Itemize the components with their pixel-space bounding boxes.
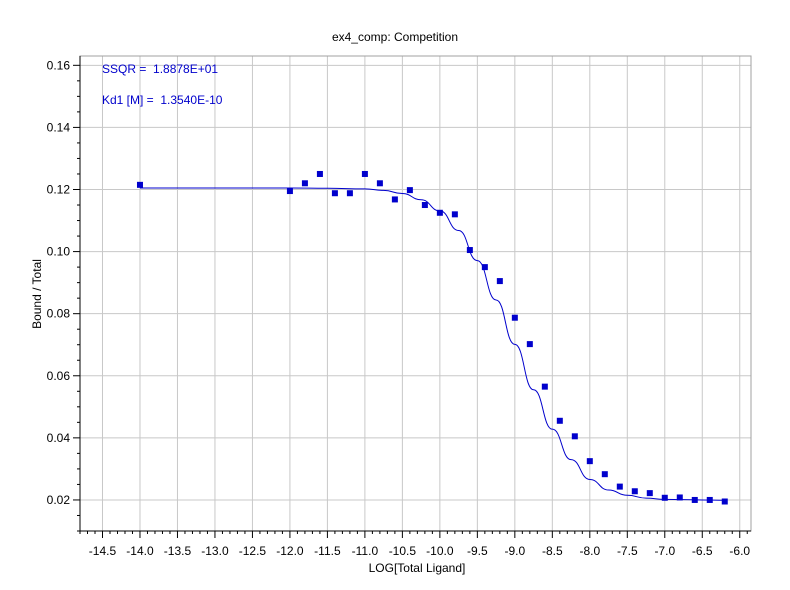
x-tick-label: -6.5 — [692, 544, 713, 558]
data-point — [391, 196, 398, 203]
data-point — [451, 211, 458, 218]
data-point — [466, 247, 473, 254]
data-point — [571, 433, 578, 440]
data-point — [646, 490, 653, 497]
x-tick-label: -14.0 — [126, 544, 154, 558]
x-tick-label: -14.5 — [89, 544, 117, 558]
axes — [79, 56, 751, 532]
x-tick-label: -10.5 — [389, 544, 417, 558]
x-tick-label: -7.0 — [654, 544, 675, 558]
data-point — [631, 488, 638, 495]
x-tick-label: -13.0 — [201, 544, 229, 558]
data-point — [436, 209, 443, 216]
x-tick-label: -9.5 — [467, 544, 488, 558]
x-tick-label: -12.0 — [276, 544, 304, 558]
data-point — [301, 180, 308, 187]
x-tick-label: -7.5 — [617, 544, 638, 558]
data-point — [316, 170, 323, 177]
x-tick-label: -11.5 — [314, 544, 341, 558]
data-point — [496, 278, 503, 285]
x-tick-label: -10.0 — [426, 544, 454, 558]
data-points — [136, 170, 728, 505]
y-tick-label: 0.06 — [47, 369, 71, 383]
data-point — [526, 341, 533, 348]
x-axis-title: LOG[Total Ligand] — [369, 561, 466, 575]
data-point — [676, 494, 683, 501]
data-point — [286, 188, 293, 195]
y-tick-label: 0.10 — [47, 245, 71, 259]
data-point — [421, 202, 428, 209]
y-tick-label: 0.04 — [47, 431, 71, 445]
y-tick-label: 0.08 — [47, 307, 71, 321]
kd1-annotation: Kd1 [M] = 1.3540E-10 — [102, 93, 223, 107]
grid-lines — [80, 56, 751, 531]
data-point — [136, 181, 143, 188]
x-tick-label: -8.5 — [542, 544, 563, 558]
data-point — [706, 496, 713, 503]
x-axis: -14.5 -14.0 -13.5 -13.0 -12.5 -12.0 -11.5 -11.0… — [79, 531, 750, 558]
data-point — [616, 483, 623, 490]
x-tick-label: -11.0 — [352, 544, 379, 558]
x-tick-label: -6.0 — [729, 544, 750, 558]
ssqr-annotation: SSQR = 1.8878E+01 — [102, 62, 218, 76]
y-tick-label: 0.02 — [47, 493, 71, 507]
data-point — [601, 471, 608, 478]
data-point — [361, 170, 368, 177]
data-point — [376, 180, 383, 187]
data-point — [661, 494, 668, 501]
y-axis-title: Bound / Total — [30, 259, 44, 329]
x-tick-label: -12.5 — [239, 544, 267, 558]
y-tick-label: 0.16 — [47, 58, 71, 72]
x-tick-label: -8.0 — [579, 544, 600, 558]
x-tick-label: -9.0 — [504, 544, 525, 558]
data-point — [346, 190, 353, 197]
fit-curve — [139, 187, 725, 501]
chart-title: ex4_comp: Competition — [332, 30, 458, 44]
data-point — [691, 496, 698, 503]
data-point — [481, 264, 488, 271]
y-tick-label: 0.14 — [47, 120, 71, 134]
data-point — [511, 314, 518, 321]
data-point — [541, 383, 548, 390]
y-tick-label: 0.12 — [47, 182, 71, 196]
data-point — [406, 187, 413, 194]
data-point — [721, 498, 728, 505]
y-axis: 0.02 0.04 0.06 0.08 0.10 0.12 0.14 0.16 — [47, 58, 80, 532]
data-point — [556, 417, 563, 424]
data-point — [586, 458, 593, 465]
x-tick-label: -13.5 — [164, 544, 192, 558]
data-point — [331, 190, 338, 197]
